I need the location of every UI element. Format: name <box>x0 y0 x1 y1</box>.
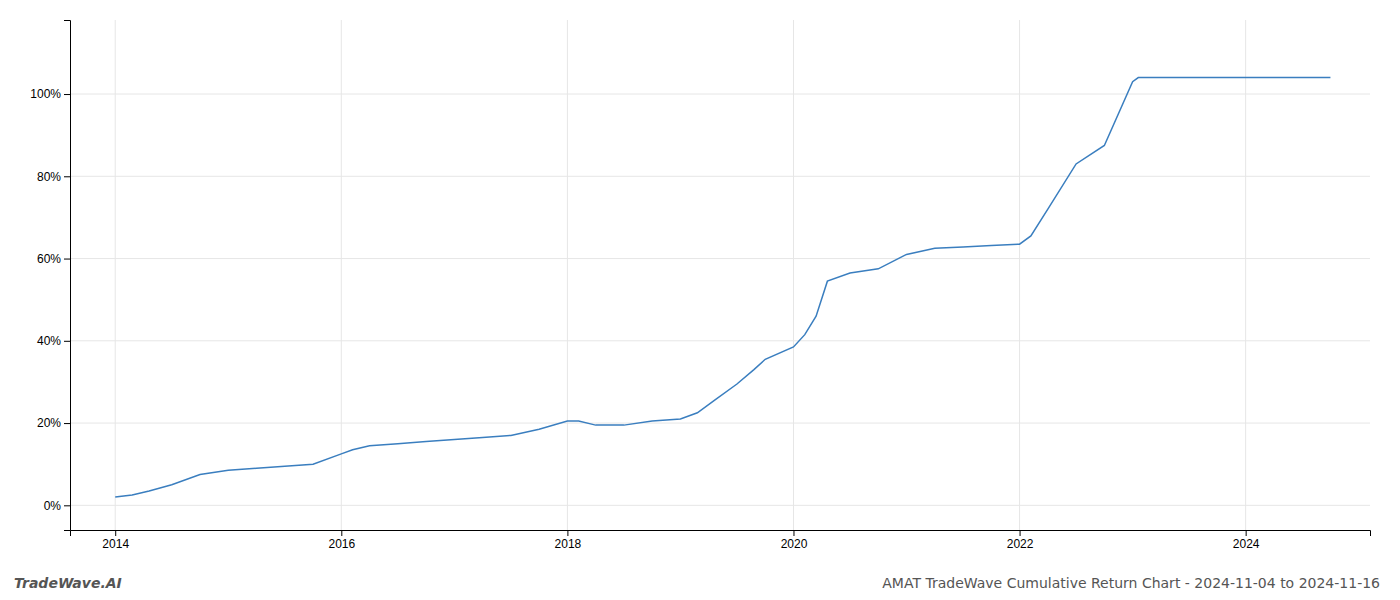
tick-label: 2016 <box>328 537 355 551</box>
tick-label: 40% <box>37 334 61 348</box>
y-axis: 0% 20% 40% 60% 80% 100% <box>30 21 70 531</box>
tick-label: 2022 <box>1007 537 1034 551</box>
grid-line-y <box>70 340 1370 341</box>
tick-label: 0% <box>44 499 62 513</box>
tick-mark <box>1246 530 1247 536</box>
tick: 40% <box>37 334 70 348</box>
data-line <box>115 78 1330 498</box>
grid-line-y <box>70 176 1370 177</box>
tick: 100% <box>30 87 70 101</box>
grid-line-x <box>1245 20 1246 530</box>
tick-mark <box>64 259 70 260</box>
grid-line-y <box>70 505 1370 506</box>
tick: 2022 <box>1007 530 1034 551</box>
grid <box>70 20 1370 530</box>
tick-mark <box>567 530 568 536</box>
tick-mark <box>115 530 116 536</box>
tick-label: 100% <box>30 87 61 101</box>
plot-area <box>115 78 1330 498</box>
axis-line <box>71 531 1371 537</box>
axis-line <box>64 21 71 531</box>
tick-mark <box>793 530 794 536</box>
grid-line-y <box>70 258 1370 259</box>
tick: 0% <box>44 499 70 513</box>
grid-line-y <box>70 94 1370 95</box>
tick-mark <box>64 423 70 424</box>
tick-mark <box>64 94 70 95</box>
tick-label: 2020 <box>781 537 808 551</box>
tick-label: 2014 <box>102 537 129 551</box>
tick: 60% <box>37 252 70 266</box>
tick-label: 2024 <box>1233 537 1260 551</box>
grid-line-x <box>1019 20 1020 530</box>
tick: 80% <box>37 170 70 184</box>
tick-mark <box>64 505 70 506</box>
chart: 2014 2016 2018 2020 2022 2024 0% 20% 40% 60% 80% 10… <box>0 0 1400 600</box>
x-axis: 2014 2016 2018 2020 2022 2024 <box>71 530 1371 551</box>
watermark: TradeWave.AI <box>14 575 122 591</box>
grid-line-x <box>115 20 116 530</box>
title: AMAT TradeWave Cumulative Return Chart -… <box>882 575 1380 591</box>
tick-mark <box>64 341 70 342</box>
tick-label: 80% <box>37 170 61 184</box>
tick-mark <box>64 176 70 177</box>
tick: 2016 <box>328 530 355 551</box>
tick: 2024 <box>1233 530 1260 551</box>
tick-mark <box>341 530 342 536</box>
tick: 20% <box>37 416 70 430</box>
tick-label: 20% <box>37 416 61 430</box>
tick: 2018 <box>555 530 582 551</box>
tick-mark <box>1020 530 1021 536</box>
grid-line-x <box>567 20 568 530</box>
tick-label: 60% <box>37 252 61 266</box>
tick: 2014 <box>102 530 129 551</box>
grid-line-y <box>70 423 1370 424</box>
tick: 2020 <box>781 530 808 551</box>
grid-line-x <box>793 20 794 530</box>
tick-label: 2018 <box>555 537 582 551</box>
